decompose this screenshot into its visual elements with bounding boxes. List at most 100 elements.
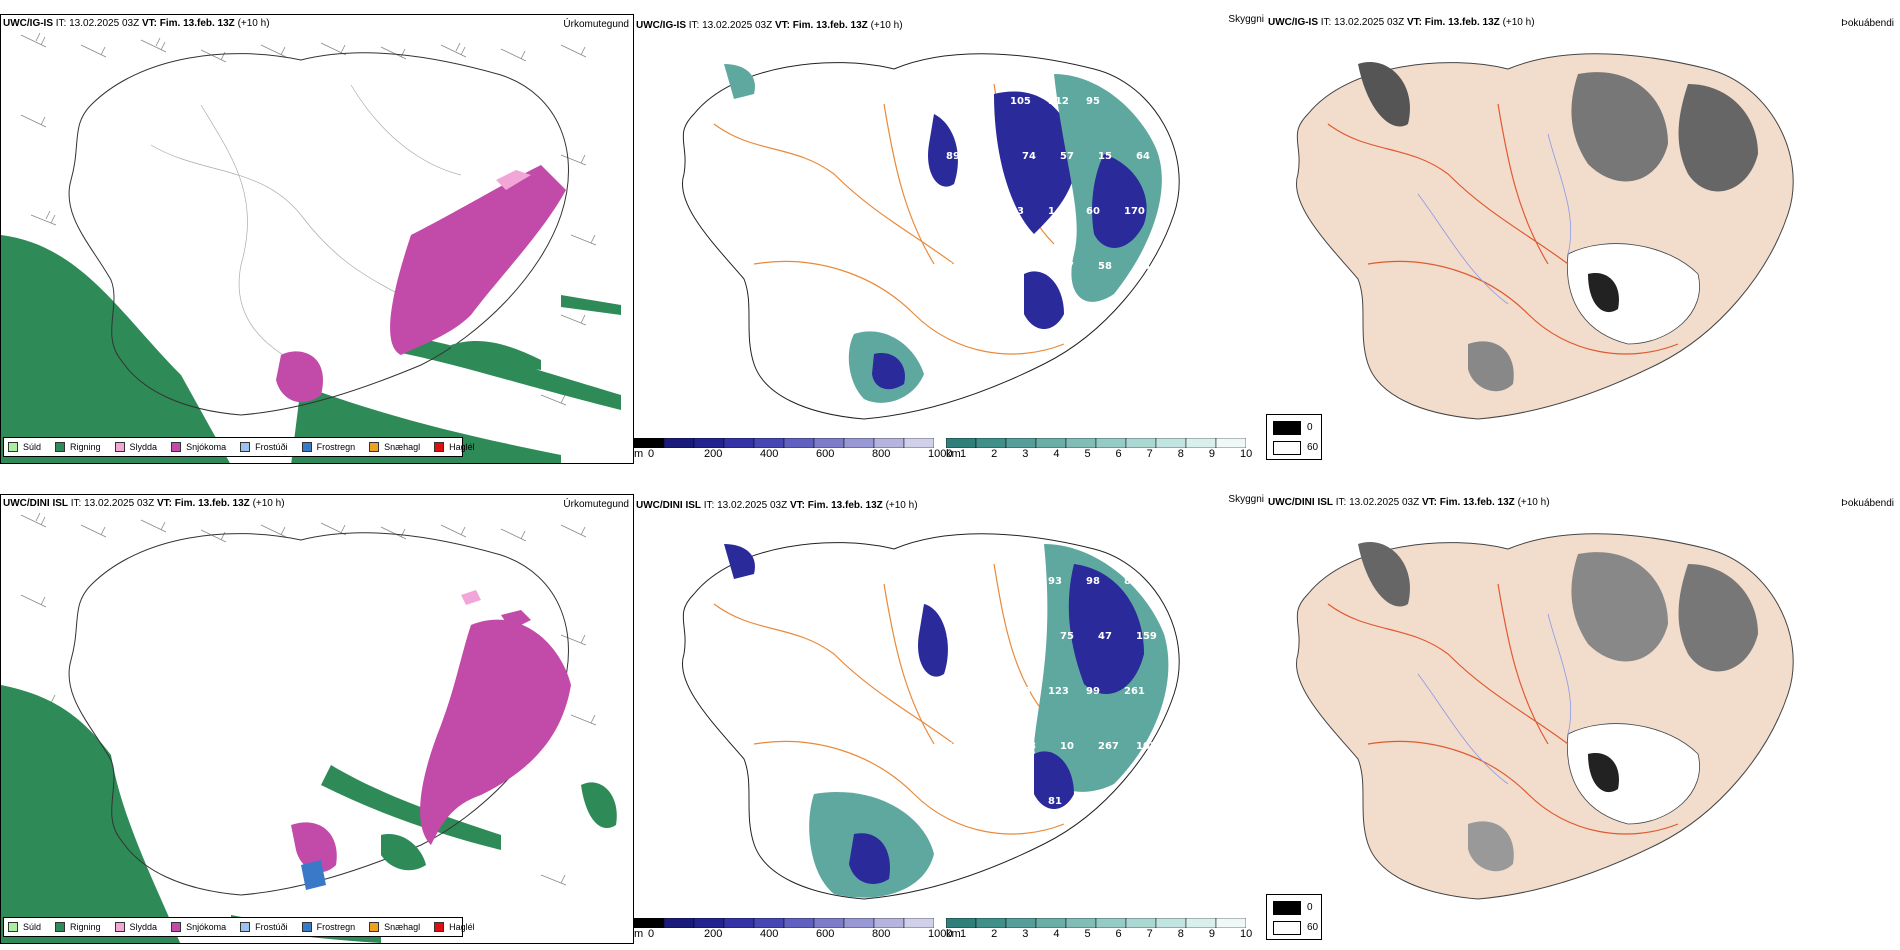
visibility-value-label: 75 <box>972 796 986 807</box>
legend-item: Snjókoma <box>171 922 226 932</box>
legend-item: Haglél <box>434 442 475 452</box>
fog-map-1 <box>1296 53 1794 420</box>
visibility-value-label: 65 <box>1022 631 1036 642</box>
visibility-value-label: 182 <box>972 686 993 697</box>
colorbar-tick-label: 8 <box>1177 928 1184 940</box>
colorbar-segment <box>1005 438 1037 448</box>
legend-label: Slydda <box>129 922 158 932</box>
colorbar-tick-label: 7 <box>1146 928 1153 940</box>
visibility-value-label: 267 <box>1098 741 1119 752</box>
colorbar-tick-label: 6 <box>1115 448 1122 460</box>
legend-label: Frostúði <box>255 922 288 932</box>
colorbar-segment <box>1215 438 1246 448</box>
visibility-panel-1: 77 80 105 112 95 64 89 85 74 57 15 64 16 70 13 14 60 170 8… <box>634 14 1268 464</box>
panel-header-2a: UWC/DINI ISL IT: 13.02.2025 03Z VT: Fim.… <box>3 498 285 509</box>
visibility-value-label: 10 <box>1060 741 1074 752</box>
colorbar-segment <box>903 918 934 928</box>
precip-map-2 <box>1 512 617 943</box>
legend-swatch <box>55 922 66 932</box>
colorbar-tick-label: 400 <box>760 448 779 460</box>
colorbar-segment <box>753 438 785 448</box>
fog-legend-label: 60 <box>1307 442 1319 453</box>
legend-label: Haglél <box>449 442 475 452</box>
lead-time: (+10 h) <box>237 18 270 29</box>
panel-title-fog-2: Þokuábendi <box>1841 498 1894 509</box>
visibility-map-1: 77 80 105 112 95 64 89 85 74 57 15 64 16 70 13 14 60 170 8… <box>682 53 1180 420</box>
colorbar-segment <box>1095 438 1127 448</box>
colorbar-tick-label: 10 <box>1240 928 1253 940</box>
panel-header-1-vis: UWC/IG-IS IT: 13.02.2025 03Z VT: Fim. 13… <box>636 20 903 31</box>
colorbar-segment <box>843 438 875 448</box>
legend-item: Snjókoma <box>171 442 226 452</box>
legend-label: Súld <box>23 922 42 932</box>
fog-legend-swatch <box>1273 441 1301 455</box>
visibility-value-label: 170 <box>1124 206 1145 217</box>
legend-item: Rigning <box>55 442 101 452</box>
colorbar-segment <box>1095 918 1127 928</box>
legend-label: Rigning <box>70 922 101 932</box>
precip-type-legend-2: Súld Rigning Slydda Snjókoma Frostúði Frostre… <box>3 917 475 937</box>
colorbar-segment <box>1065 918 1097 928</box>
colorbar-segment <box>663 438 695 448</box>
visibility-value-label: 261 <box>1124 686 1145 697</box>
colorbar-segment <box>693 918 725 928</box>
wind-barbs <box>20 32 597 406</box>
fog-legend-1: 0 60 <box>1266 414 1322 460</box>
legend-item: Snæhagl <box>369 922 420 932</box>
colorbar-tick-label: 3 <box>1022 448 1029 460</box>
colorbar-tick-label: 4 <box>1053 928 1060 940</box>
colorbar-tick-label: 6 <box>1115 928 1122 940</box>
panel-title-precip-2: Úrkomutegund <box>563 499 629 510</box>
legend-label: Súld <box>23 442 42 452</box>
colorbar-unit: m <box>634 928 644 940</box>
fog-legend-2: 0 60 <box>1266 894 1322 940</box>
visibility-value-label: 38 <box>1022 741 1036 752</box>
legend-item: Slydda <box>114 922 158 932</box>
colorbar-tick-label: 10 <box>1240 448 1253 460</box>
issue-time: 13.02.2025 03Z <box>69 18 140 29</box>
visibility-value-label: 12 <box>1010 796 1024 807</box>
legend-swatch <box>434 922 445 932</box>
legend-item: Rigning <box>55 922 101 932</box>
colorbar-tick-label: 5 <box>1084 928 1091 940</box>
colorbar-segment <box>1185 918 1217 928</box>
colorbar-height-2 <box>634 918 934 928</box>
visibility-value-label: 84 <box>1124 576 1138 587</box>
panel-header-2-vis: UWC/DINI ISL IT: 13.02.2025 03Z VT: Fim.… <box>636 500 918 511</box>
legend-item: Haglél <box>434 922 475 932</box>
legend-label: Slydda <box>129 442 158 452</box>
visibility-value-label: 47 <box>1098 631 1112 642</box>
precip-map-1 <box>1 32 621 463</box>
legend-label: Haglél <box>449 922 475 932</box>
colorbar-tick-label: 0 <box>648 928 655 940</box>
colorbar-tick-label: 1 <box>960 928 967 940</box>
visibility-value-label: 96 <box>984 261 998 272</box>
colorbar-tick-label: 800 <box>872 928 891 940</box>
visibility-value-label: 118 <box>934 316 955 327</box>
visibility-value-label: 74 <box>972 316 986 327</box>
colorbar-segment <box>663 918 695 928</box>
colorbar-unit: m <box>634 448 644 460</box>
colorbar-tick-label: 4 <box>1053 448 1060 460</box>
visibility-value-label: 13 <box>1010 206 1024 217</box>
precip-type-legend-1: Súld Rigning Slydda Snjókoma Frostúði Frostre… <box>3 437 475 457</box>
colorbar-segment <box>1065 438 1097 448</box>
visibility-value-label: 47 <box>1060 261 1074 272</box>
visibility-value-label: 81 <box>1010 576 1024 587</box>
colorbar-segment <box>723 438 755 448</box>
colorbar-segment <box>843 918 875 928</box>
precip-type-panel-2: UWC/DINI ISL IT: 13.02.2025 03Z VT: Fim.… <box>0 494 634 944</box>
colorbar-segment <box>634 438 665 448</box>
colorbar-unit: km <box>946 448 961 460</box>
legend-label: Frostregn <box>316 922 356 932</box>
panel-header-1b: UWC/IG-IS IT: 13.02.2025 03Z VT: Fim. 13… <box>1268 17 1535 28</box>
visibility-value-label: 98 <box>1086 576 1100 587</box>
colorbar-tick-label: 600 <box>816 928 835 940</box>
colorbar-tick-label: 8 <box>1177 448 1184 460</box>
visibility-value-label: 105 <box>1010 96 1031 107</box>
visibility-value-label: 80 <box>972 96 986 107</box>
fog-panel-1: Þokuábendi UWC/IG-IS IT: 13.02.2025 03Z … <box>1268 14 1900 464</box>
visibility-value-label: 14 <box>1048 206 1062 217</box>
legend-swatch <box>8 922 18 932</box>
colorbar-segment <box>873 918 905 928</box>
